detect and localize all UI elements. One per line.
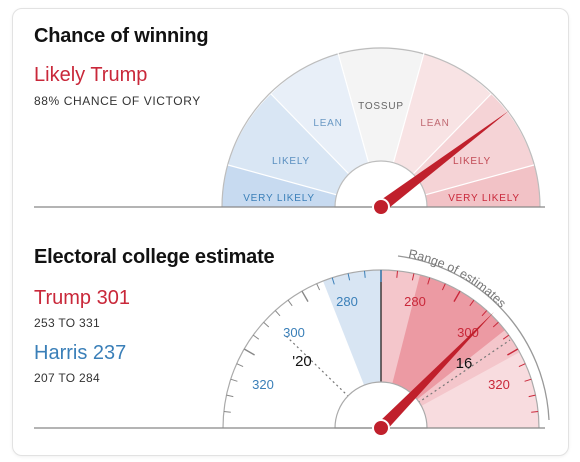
chance-needle-hub — [372, 198, 390, 216]
gauge-tick — [274, 310, 281, 317]
chance-title: Chance of winning — [34, 25, 209, 47]
gauge-tick — [347, 273, 351, 281]
harris-likely-segment — [228, 94, 381, 207]
gauge-tick — [243, 348, 255, 356]
chance-gauge-outline — [221, 47, 541, 208]
label-trump-likely: LIKELY — [453, 156, 491, 167]
label-tossup: TOSSUP — [358, 101, 404, 112]
tick-left-280: 280 — [336, 294, 358, 309]
tick-left-300: 300 — [283, 325, 305, 340]
gauge-tick — [492, 321, 499, 328]
chance-subtitle: 88% CHANCE OF VICTORY — [34, 94, 201, 108]
gauge-tick — [230, 378, 238, 382]
gauge-tick — [226, 394, 234, 398]
electoral-needle-hub — [372, 419, 390, 437]
gauge-tick — [524, 378, 532, 382]
gauge-tick — [518, 363, 526, 368]
label-harris-likely: LIKELY — [272, 156, 310, 167]
harris-range: 207 TO 284 — [34, 371, 100, 385]
gauge-tick — [316, 283, 321, 291]
harris-estimate: Harris 237 — [34, 342, 127, 364]
trump-estimate-marker: 16 — [456, 355, 473, 372]
trump-range-inner — [381, 275, 505, 428]
harris-estimate-marker: '20 — [292, 353, 312, 370]
label-trump-lean: LEAN — [420, 118, 449, 129]
gauge-tick — [528, 394, 536, 398]
electoral-title: Electoral college estimate — [34, 246, 275, 268]
gauge-tick — [396, 270, 398, 278]
gauge-tick — [507, 348, 519, 356]
gauge-tick — [223, 411, 231, 413]
gauge-tick — [441, 283, 446, 291]
gauge-tick — [236, 363, 244, 368]
electoral-ticks — [223, 270, 539, 413]
gauge-tick — [411, 273, 415, 281]
electoral-needle — [378, 312, 494, 433]
tick-right-280: 280 — [404, 294, 426, 309]
label-trump-very-likely: VERY LIKELY — [448, 193, 520, 204]
label-harris-very-likely: VERY LIKELY — [243, 193, 315, 204]
gauge-tick — [252, 334, 260, 340]
harris-lean-segment — [271, 53, 381, 207]
electoral-gauge: Range of estimates 320 300 280 280 300 3… — [34, 247, 550, 437]
gauge-tick — [287, 299, 293, 307]
label-harris-lean: LEAN — [313, 118, 342, 129]
gauge-tick — [531, 411, 539, 413]
trump-range: 253 TO 331 — [34, 316, 100, 330]
gauge-tick — [331, 277, 335, 285]
gauge-tick — [301, 290, 309, 302]
gauge-tick — [469, 299, 475, 307]
chance-headline: Likely Trump — [34, 64, 148, 86]
trump-lean-segment — [381, 53, 491, 207]
tossup-segment — [338, 47, 424, 207]
chance-gauge: VERY LIKELY LIKELY LEAN TOSSUP LEAN LIKE… — [34, 47, 545, 216]
left-dotted-line — [284, 334, 382, 429]
gauge-tick — [481, 310, 488, 317]
electoral-hub-cutout — [334, 381, 428, 429]
gauge-tick — [364, 270, 366, 278]
gauge-tick — [453, 290, 461, 302]
gauge-tick — [502, 334, 510, 340]
tick-left-320: 320 — [252, 377, 274, 392]
tick-right-300: 300 — [457, 325, 479, 340]
range-estimates-arc — [397, 255, 550, 421]
gauge-tick — [263, 321, 270, 328]
tick-right-320: 320 — [488, 377, 510, 392]
gauge-tick — [427, 277, 431, 285]
trump-estimate: Trump 301 — [34, 287, 130, 309]
chance-needle — [378, 110, 510, 212]
